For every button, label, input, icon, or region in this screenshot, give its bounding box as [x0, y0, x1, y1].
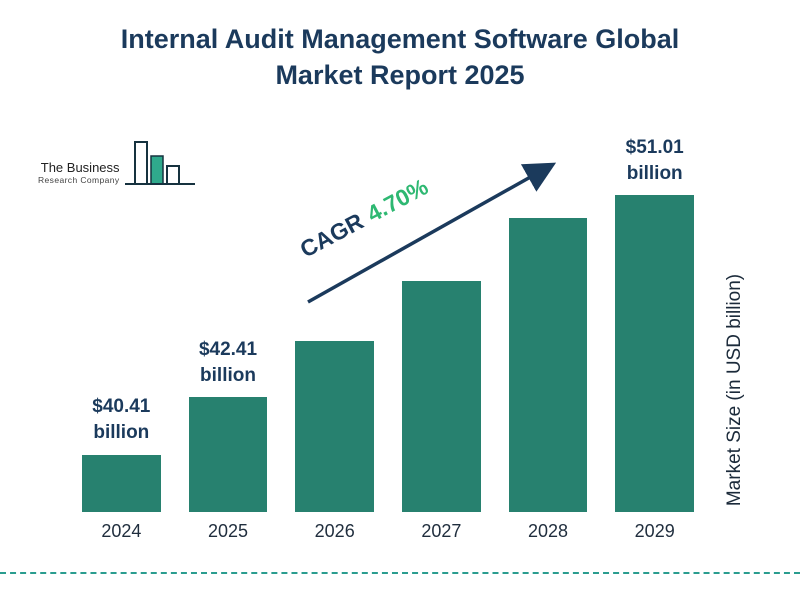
bar-column-2028: [495, 135, 602, 512]
logo-line2: Research Company: [38, 175, 120, 186]
bar-value-label-2024: $40.41 billion: [92, 396, 151, 443]
logo-bars-icon: [124, 141, 195, 185]
x-tick-2025: 2025: [207, 521, 249, 541]
logo: The Business Research Company: [38, 138, 197, 194]
x-axis-ticks: 2024 2025 2026 2027 2028 2029: [68, 512, 708, 542]
x-tick-2028: 2028: [528, 521, 569, 541]
bar-value-label-2025: $42.41 billion: [198, 339, 258, 386]
bar-column-2027: [388, 135, 495, 512]
bar-column-2029: $51.01 billion: [601, 135, 708, 512]
bar-2028: [508, 217, 588, 512]
x-tick-2029: 2029: [634, 521, 675, 541]
page-title: Internal Audit Management Software Globa…: [120, 24, 680, 90]
bar-chart: $40.41 billion $42.41 billion $51.01 billion …: [68, 135, 708, 541]
logo-text: The Business Research Company: [38, 160, 120, 194]
bar-column-2026: [281, 135, 388, 512]
bar-2029: [615, 195, 695, 512]
x-tick-2027: 2027: [421, 521, 462, 541]
x-tick-2024: 2024: [101, 521, 142, 541]
bar-2027: [401, 280, 481, 512]
bar-column-2024: $40.41 billion: [68, 135, 175, 512]
bottom-dashed-divider: [0, 572, 800, 574]
bar-column-2025: $42.41 billion: [175, 135, 282, 512]
bar-2025: [188, 397, 268, 512]
x-tick-2026: 2026: [314, 521, 355, 541]
cagr-arrow-icon: [307, 162, 557, 304]
bar-2026: [295, 340, 375, 512]
bar-value-label-2029: $51.01 billion: [625, 137, 684, 184]
y-axis-label: Market Size (in USD billion): [724, 273, 745, 507]
bar-2024: [81, 454, 161, 512]
logo-line1: The Business: [40, 160, 120, 176]
bar-chart-area: $40.41 billion $42.41 billion $51.01 billion: [68, 135, 708, 512]
